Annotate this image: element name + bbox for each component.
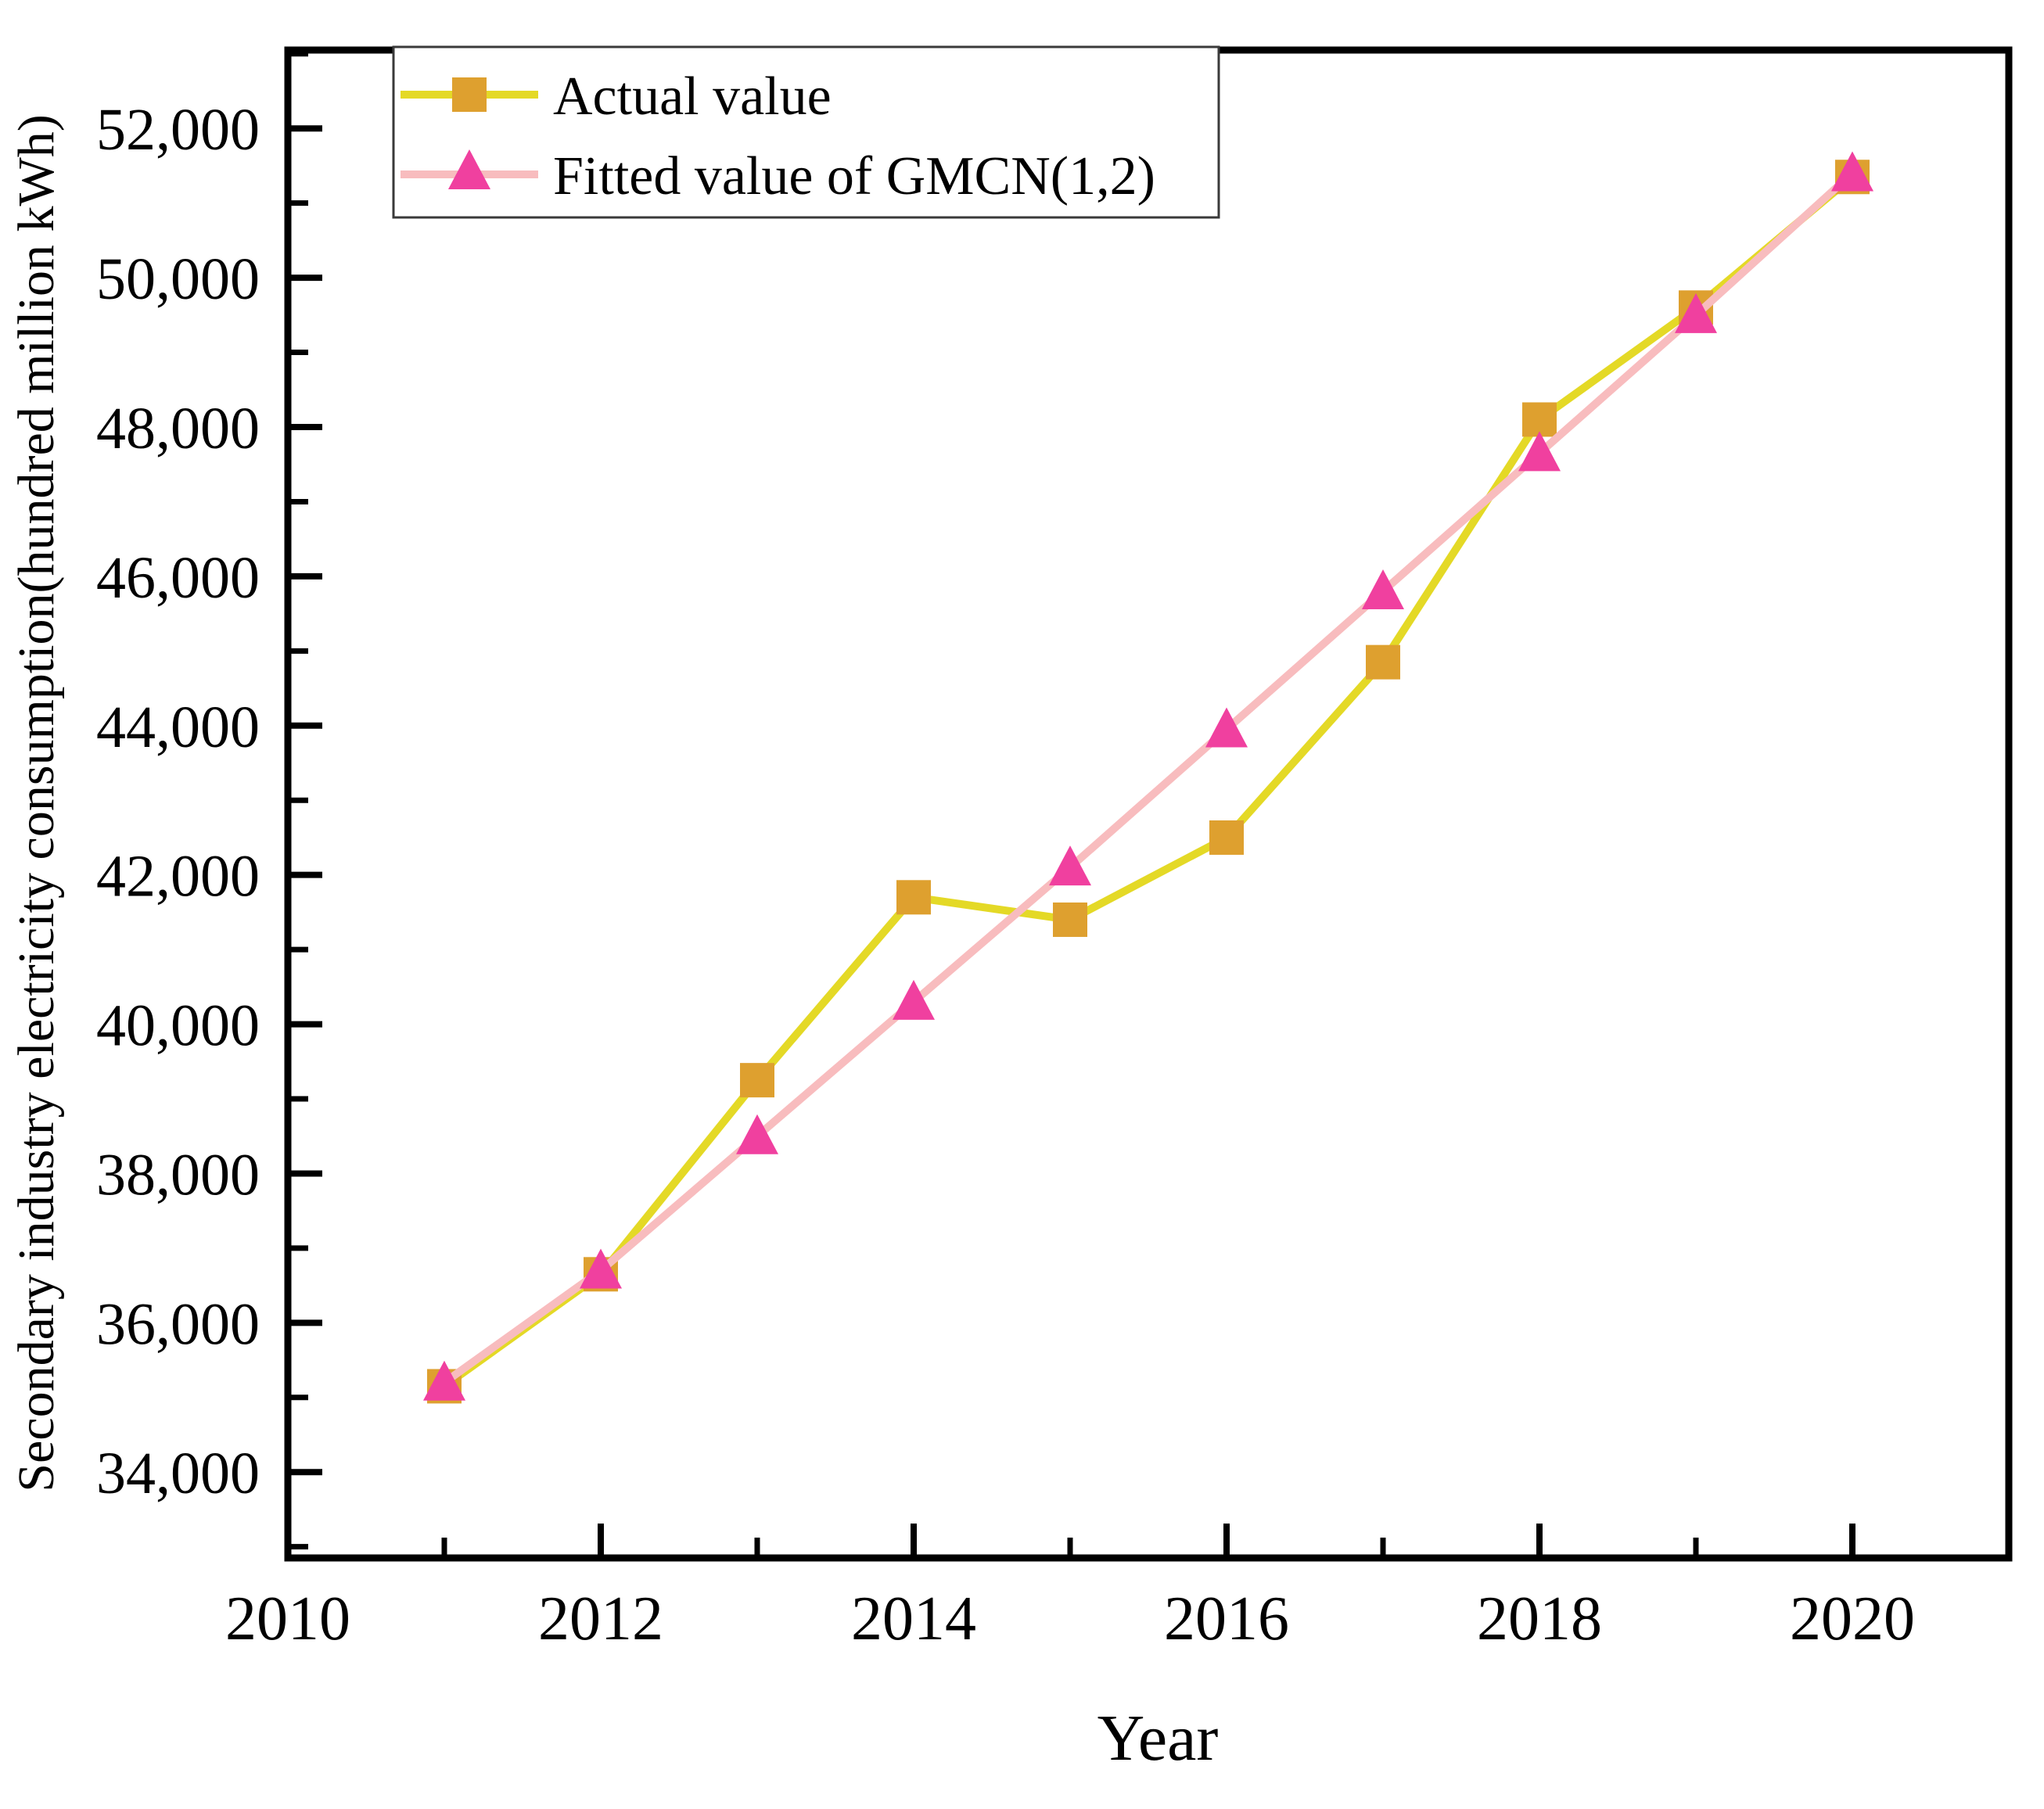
x-axis-title: Year — [1097, 1702, 1219, 1775]
y-tick-label: 38,000 — [96, 1142, 260, 1208]
legend-frame — [392, 45, 1220, 219]
axes-frame — [284, 46, 2013, 1562]
fitted-marker — [1205, 707, 1248, 748]
fitted-series-line — [442, 170, 1855, 1386]
y-tick-label: 34,000 — [96, 1441, 260, 1506]
y-tick-label: 48,000 — [96, 396, 260, 461]
actual-marker — [1209, 820, 1244, 855]
x-tick-label: 2014 — [851, 1585, 976, 1653]
legend-label-actual: Actual value — [553, 66, 832, 127]
fitted-marker — [893, 979, 935, 1020]
y-tick-label: 36,000 — [96, 1291, 260, 1357]
y-axis-title: Secondary industry electricity consumpti… — [8, 114, 65, 1491]
fitted-marker — [1518, 431, 1561, 472]
actual-marker — [740, 1063, 774, 1098]
actual-series-line — [442, 174, 1855, 1390]
fitted-marker — [1831, 151, 1873, 192]
x-axis-ticks — [285, 1524, 1855, 1555]
y-axis-tick-labels: 34,000 36,000 38,000 40,000 42,000 44,000 46,0… — [96, 97, 260, 1506]
y-tick-label: 46,000 — [96, 545, 260, 611]
legend-fitted-marker-sample — [448, 149, 490, 189]
x-tick-label: 2020 — [1790, 1585, 1915, 1653]
legend-label-fitted: Fitted value of GMCN(1,2) — [553, 146, 1155, 206]
x-axis-tick-labels: 2010 2012 2014 2016 2018 2020 — [225, 1585, 1915, 1653]
legend-actual-marker-sample — [452, 77, 487, 112]
x-tick-label: 2018 — [1477, 1585, 1602, 1653]
fitted-marker — [580, 1248, 622, 1289]
fitted-marker — [736, 1114, 778, 1154]
fitted-marker — [423, 1360, 465, 1401]
y-axis-ticks — [291, 51, 322, 1550]
actual-marker — [1366, 644, 1400, 680]
fitted-marker — [1049, 845, 1091, 886]
y-tick-label: 52,000 — [96, 97, 260, 163]
x-tick-label: 2010 — [225, 1585, 350, 1653]
fitted-series-markers — [423, 151, 1873, 1401]
actual-marker — [896, 880, 931, 915]
y-tick-label: 42,000 — [96, 844, 260, 910]
plot-frame — [284, 46, 2013, 1562]
actual-line — [442, 174, 1855, 1390]
fitted-marker — [1675, 293, 1717, 333]
x-tick-label: 2012 — [538, 1585, 663, 1653]
x-tick-label: 2016 — [1164, 1585, 1289, 1653]
actual-marker — [1522, 402, 1557, 437]
y-tick-label: 44,000 — [96, 695, 260, 760]
fitted-marker — [1362, 569, 1404, 609]
actual-marker — [1053, 902, 1087, 937]
fitted-line — [442, 170, 1855, 1386]
legend-box — [392, 45, 1220, 219]
y-tick-label: 40,000 — [96, 993, 260, 1059]
y-tick-label: 50,000 — [96, 246, 260, 312]
